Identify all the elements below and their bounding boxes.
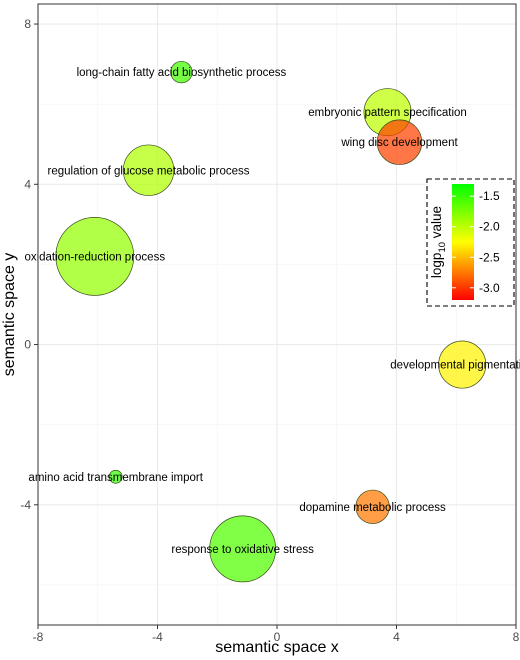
- x-tick-label: 4: [393, 630, 400, 644]
- legend-title-rest: value: [429, 206, 444, 242]
- point-label: long-chain fatty acid biosynthetic proce…: [77, 67, 287, 79]
- x-tick-label: 0: [274, 630, 281, 644]
- bubble-point: [122, 144, 175, 196]
- legend-tick-label: -2.0: [479, 220, 500, 234]
- point-label: regulation of glucose metabolic process: [48, 165, 250, 177]
- y-tick-label: 0: [24, 338, 31, 352]
- x-tick-label: -8: [33, 630, 44, 644]
- point-label: dopamine metabolic process: [299, 502, 446, 514]
- legend-tick-label: -1.5: [479, 189, 500, 203]
- legend-title: logp10 value: [429, 206, 448, 278]
- x-axis-title: semantic space x: [215, 639, 339, 656]
- point-label: response to oxidative stress: [171, 544, 314, 556]
- legend-colorbar: [452, 184, 474, 300]
- bubble-point: [209, 515, 277, 583]
- bubble-point: [170, 60, 193, 84]
- point-label: amino acid transmembrane import: [28, 472, 203, 484]
- y-tick-label: -4: [20, 498, 31, 512]
- legend-tick-label: -3.0: [479, 281, 500, 295]
- x-tick-label: -4: [152, 630, 163, 644]
- color-legend: -1.5 -2.0 -2.5 -3.0 logp10 value: [426, 178, 515, 307]
- plot-layer: long-chain fatty acid biosynthetic proce…: [1, 3, 520, 656]
- x-tick-label: 8: [513, 630, 520, 644]
- legend-title-sub: 10: [437, 242, 448, 253]
- bubble-point: [108, 469, 123, 484]
- point-label: wing disc development: [340, 137, 458, 149]
- y-axis-title: semantic space y: [1, 253, 18, 377]
- y-tick-label: 4: [24, 177, 31, 191]
- bubble-point: [438, 340, 487, 389]
- bubble-point: [55, 217, 135, 296]
- legend-tick-label: -2.5: [479, 250, 500, 264]
- bubble-point: [376, 119, 423, 165]
- point-label: developmental pigmentation: [390, 360, 520, 372]
- y-tick-label: 8: [24, 17, 31, 31]
- point-label: oxidation-reduction process: [24, 251, 165, 263]
- legend-title-main: logp: [429, 253, 444, 279]
- bubble-point: [355, 489, 390, 524]
- point-label: embryonic pattern specification: [308, 107, 467, 119]
